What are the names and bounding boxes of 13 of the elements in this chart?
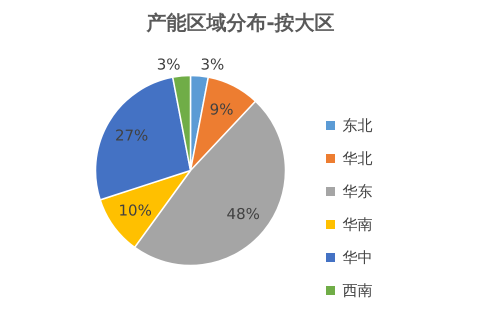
data-label: 9% (210, 100, 234, 119)
legend-label: 华北 (342, 150, 372, 168)
data-label: 3% (156, 56, 180, 74)
legend-label: 华东 (342, 182, 372, 200)
data-label: 27% (114, 126, 148, 145)
legend-label: 华中 (342, 248, 372, 266)
legend-label: 西南 (342, 282, 372, 300)
legend-label: 东北 (342, 116, 372, 134)
chart-title: 产能区域分布-按大区 (145, 10, 335, 34)
legend-label: 华南 (342, 216, 372, 234)
data-label: 3% (200, 56, 224, 74)
data-label: 48% (226, 205, 260, 224)
data-label: 10% (118, 202, 152, 220)
